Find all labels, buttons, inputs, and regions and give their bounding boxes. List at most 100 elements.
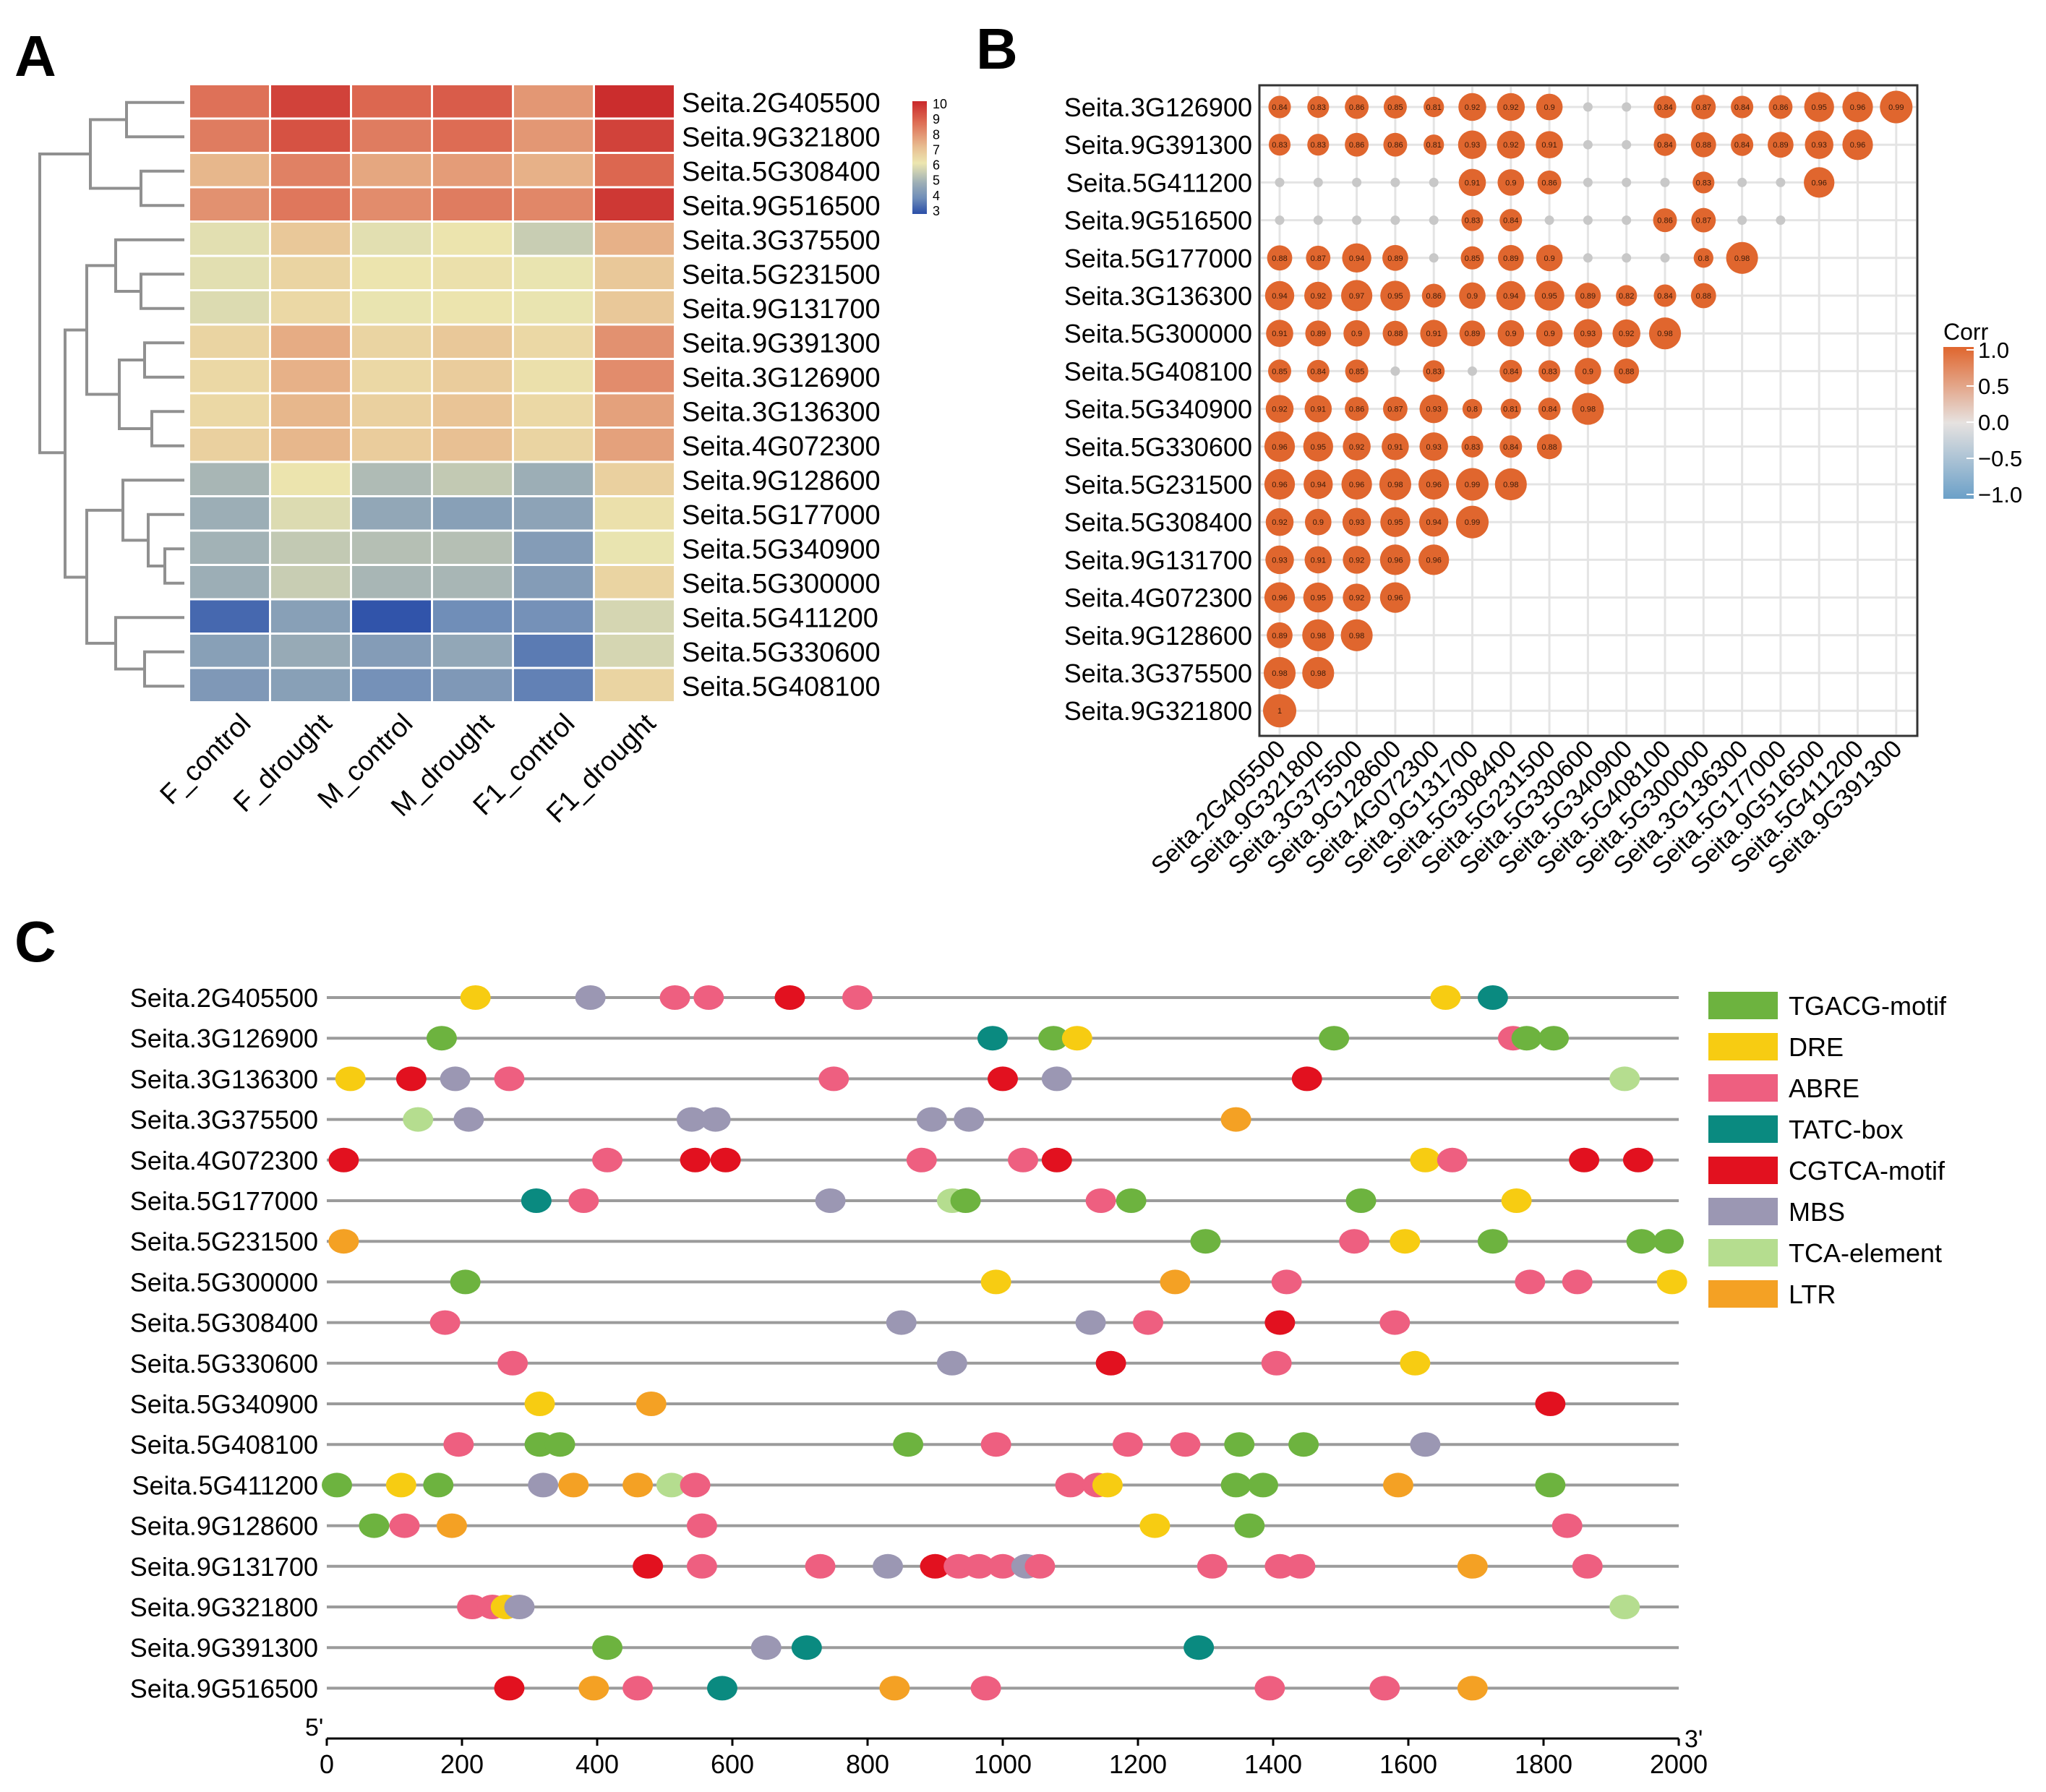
heatmap-cell: [352, 85, 431, 118]
corr-circle: [1497, 244, 1524, 271]
three-prime-label: 3': [1685, 1725, 1703, 1753]
corr-row-label: Seita.5G408100: [1064, 356, 1252, 386]
corr-value-label: 0.92: [1272, 518, 1287, 527]
corr-value-label: 0.84: [1503, 217, 1518, 226]
promoter-element: [680, 1147, 711, 1172]
corr-marks: 0.84 0.83 0.86 0.85 0.81 0.92 0.92 0.9 0.84 0.87 0…: [1263, 90, 1913, 728]
corr-row-label: Seita.3G136300: [1064, 281, 1252, 311]
promoter-element: [1622, 1147, 1653, 1172]
promoter-element: [395, 1066, 427, 1092]
promoter-element: [524, 1392, 555, 1416]
promoter-element: [578, 1676, 609, 1701]
corr-circle: [1264, 280, 1295, 311]
promoter-element: [818, 1066, 849, 1092]
corr-dot-nonsig: [1313, 177, 1323, 187]
heatmap-cell: [190, 635, 269, 667]
promoter-track: Seita.5G340900: [130, 1389, 1679, 1419]
heatmap-cell: [595, 566, 674, 599]
heatmap-cell: [352, 394, 431, 426]
dendrogram-branch: [64, 328, 87, 579]
heatmap-colorbar-tick: 6: [933, 158, 940, 173]
corr-legend-tick: −1.0: [1978, 482, 2022, 507]
promoter-element: [1369, 1676, 1400, 1701]
corr-value-label: 0.9: [1505, 330, 1516, 338]
x-axis-tick-label: 800: [846, 1749, 889, 1779]
corr-value-label: 0.87: [1696, 103, 1711, 112]
promoter-element: [988, 1066, 1018, 1092]
heatmap-row-label: Seita.5G300000: [682, 569, 881, 599]
heatmap-cell: [433, 669, 512, 701]
legend-label: DRE: [1789, 1032, 1844, 1062]
corr-row-label: Seita.5G300000: [1064, 319, 1252, 348]
promoter-element: [879, 1676, 910, 1701]
corr-circle: [1691, 95, 1716, 119]
corr-value-label: 0.91: [1541, 141, 1557, 150]
promoter-element: [1133, 1310, 1164, 1335]
heatmap-cell: [514, 429, 593, 461]
corr-value-label: 0.98: [1349, 632, 1364, 640]
corr-value-label: 0.85: [1349, 367, 1364, 376]
promoter-element: [1437, 1147, 1468, 1172]
heatmap-row-label: Seita.5G408100: [682, 672, 881, 702]
heatmap-cell: [271, 669, 350, 701]
promoter-element: [1288, 1432, 1319, 1457]
promoter-element: [920, 1553, 951, 1579]
promoter-track: Seita.5G411200: [132, 1470, 1679, 1500]
promoter-element: [936, 1350, 967, 1376]
corr-value-label: 0.83: [1696, 179, 1711, 187]
corr-value-label: 0.84: [1734, 141, 1750, 150]
promoter-element: [1197, 1553, 1228, 1579]
promoter-element: [1656, 1269, 1687, 1295]
promoter-element: [622, 1472, 654, 1498]
promoter-element: [964, 1553, 995, 1579]
promoter-element: [1008, 1147, 1039, 1172]
corr-circle: [1345, 95, 1369, 119]
promoter-element: [700, 1107, 731, 1132]
corr-circle: [1379, 544, 1411, 575]
corr-circle: [1424, 96, 1444, 118]
promoter-element: [916, 1107, 947, 1132]
corr-row-label: Seita.5G177000: [1064, 244, 1252, 273]
heatmap-cell: [514, 154, 593, 187]
heatmap-cell: [595, 325, 674, 358]
corr-circle: [1458, 130, 1487, 159]
heatmap-cell: [271, 497, 350, 530]
corr-row-label: Seita.5G411200: [1066, 168, 1252, 197]
corr-circle: [1418, 468, 1450, 500]
promoter-element: [1511, 1026, 1542, 1051]
heatmap-column-labels: F_controlF_droughtM_controlM_droughtF1_c…: [155, 708, 662, 828]
corr-value-label: 0.81: [1503, 406, 1518, 414]
promoter-element: [1024, 1553, 1056, 1579]
corr-value-label: 1: [1277, 707, 1282, 716]
corr-circle: [1265, 545, 1294, 575]
corr-value-label: 0.9: [1583, 367, 1593, 376]
heatmap-cell: [595, 85, 674, 118]
corr-circle: [1455, 468, 1489, 501]
heatmap-cell: [433, 600, 512, 633]
heatmap-cell: [352, 566, 431, 599]
promoter-element: [1382, 1472, 1413, 1498]
heatmap-cell: [190, 291, 269, 324]
promoter-element: [977, 1026, 1008, 1051]
corr-value-label: 0.84: [1541, 406, 1557, 414]
promoter-element: [453, 1107, 484, 1132]
corr-value-label: 0.92: [1349, 443, 1364, 452]
promoter-element: [440, 1066, 471, 1092]
corr-circle: [1345, 132, 1369, 157]
corr-value-label: 0.84: [1311, 367, 1326, 376]
corr-circle: [1342, 243, 1371, 273]
heatmap-cell: [190, 360, 269, 393]
promoter-element: [873, 1553, 904, 1579]
heatmap-cell: [190, 394, 269, 426]
promoter-element: [1535, 1472, 1566, 1498]
corr-circle: [1768, 132, 1794, 158]
promoter-element: [504, 1595, 535, 1619]
corr-value-label: 0.9: [1467, 292, 1478, 301]
corr-value-label: 0.86: [1349, 406, 1364, 414]
corr-circle: [1380, 280, 1411, 311]
heatmap-cell: [190, 119, 269, 152]
promoter-gene-label: Seita.3G136300: [130, 1064, 318, 1094]
corr-circle: [1461, 209, 1484, 231]
promoter-element: [1247, 1472, 1278, 1498]
x-axis-tick-label: 0: [320, 1749, 334, 1779]
